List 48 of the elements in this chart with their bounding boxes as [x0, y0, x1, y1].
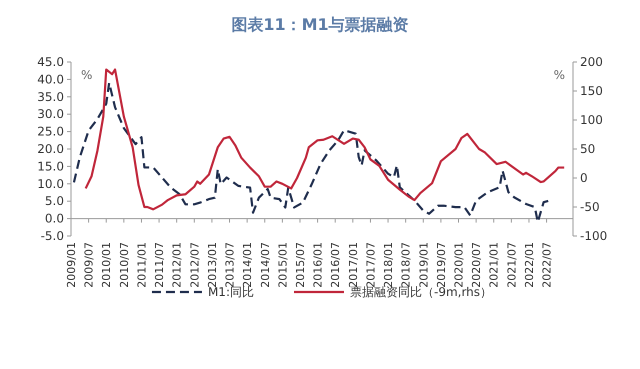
x-tick-label: 2014/07 — [258, 242, 272, 288]
y-tick-label: 20.0 — [37, 142, 64, 156]
y-tick-label: 25.0 — [37, 124, 64, 139]
y-tick-label: 0.0 — [44, 212, 64, 226]
x-tick-label: 2011/07 — [153, 242, 166, 288]
y-tick-label: 10.0 — [37, 176, 64, 191]
x-tick-label: 2019/01 — [417, 242, 430, 288]
x-tick-label: 2011/01 — [135, 242, 148, 288]
y2-tick-label: 100 — [580, 113, 603, 127]
x-tick-label: 2021/01 — [488, 242, 501, 288]
x-tick-label: 2016/07 — [329, 242, 342, 288]
x-tick-label: 2010/01 — [100, 242, 114, 288]
x-tick-label: 2020/07 — [470, 242, 484, 288]
x-tick-label: 2018/07 — [400, 242, 413, 288]
x-tick-label: 2013/07 — [224, 242, 237, 288]
x-tick-label: 2015/07 — [294, 242, 307, 288]
x-tick-label: 2009/01 — [65, 242, 78, 288]
x-tick-label: 2009/07 — [82, 242, 96, 288]
y-tick-label: 35.0 — [37, 90, 64, 104]
y-axis-title: % — [81, 68, 92, 82]
y2-tick-label: -100 — [580, 229, 608, 243]
y2-tick-label: 50 — [580, 142, 596, 156]
x-tick-label: 2013/01 — [206, 242, 219, 288]
x-tick-label: 2022/01 — [522, 242, 536, 288]
x-tick-label: 2018/01 — [382, 242, 396, 288]
x-tick-label: 2017/01 — [346, 242, 360, 288]
y2-tick-label: 150 — [580, 84, 603, 98]
y2-axis-title: % — [554, 68, 565, 82]
y-tick-label: 30.0 — [37, 107, 64, 122]
x-tick-label: 2019/07 — [434, 242, 448, 288]
y-tick-label: 40.0 — [37, 72, 64, 86]
y-tick-label: 15.0 — [37, 159, 64, 174]
x-tick-label: 2015/01 — [276, 242, 290, 288]
y-tick-label: 45.0 — [37, 55, 64, 69]
x-tick-label: 2012/01 — [170, 242, 184, 288]
y-tick-label: 5.0 — [44, 194, 64, 208]
chart-title: 图表11：M1与票据融资 — [231, 15, 409, 34]
y2-tick-label: 200 — [580, 55, 603, 69]
x-tick-label: 2012/07 — [188, 242, 202, 288]
x-tick-label: 2014/01 — [241, 242, 254, 288]
x-tick-label: 2020/01 — [452, 242, 466, 288]
y2-tick-label: -50 — [580, 200, 600, 214]
x-tick-label: 2022/07 — [540, 242, 554, 288]
x-tick-label: 2021/07 — [505, 242, 518, 288]
y2-tick-label: 0 — [580, 171, 588, 185]
x-tick-label: 2016/01 — [312, 242, 325, 288]
x-tick-label: 2010/07 — [118, 242, 131, 288]
y-tick-label: -5.0 — [40, 229, 64, 243]
